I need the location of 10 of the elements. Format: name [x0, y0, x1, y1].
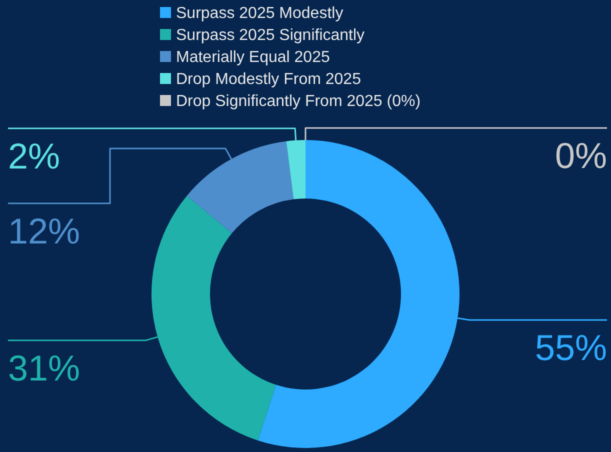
data-label: 2% — [8, 135, 60, 176]
text: 0% — [554, 135, 607, 176]
data-label: 55% — [534, 326, 607, 368]
legend-label: Surpass 2025 Modestly — [175, 4, 344, 24]
legend-label: Drop Modestly From 2025 — [175, 70, 362, 90]
data-label: 31% — [8, 347, 80, 388]
legend-label: Drop Significantly From 2025 (0%) — [175, 92, 421, 112]
data-label: 12% — [8, 210, 80, 252]
legend-label: Surpass 2025 Significantly — [175, 26, 366, 46]
legend-label: Materially Equal 2025 — [175, 48, 331, 68]
